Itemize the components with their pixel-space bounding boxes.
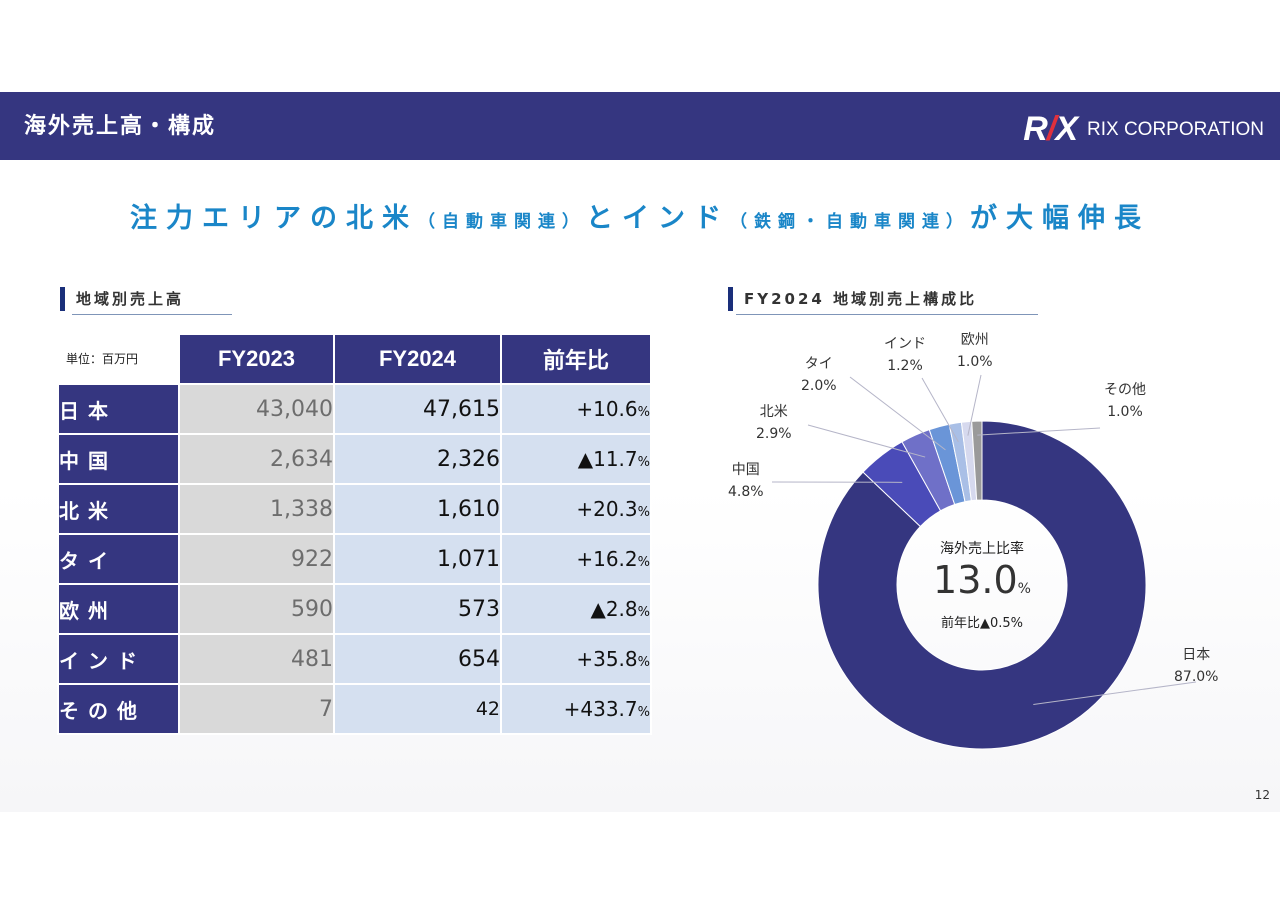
- slice-label-europe: 欧州 1.0%: [957, 332, 993, 370]
- table-row: 欧州 590 573 ▲2.8%: [57, 583, 652, 635]
- region-name: 中国: [57, 433, 180, 485]
- fy2024-value: 1,071: [333, 533, 502, 585]
- yoy-value: +20.3%: [500, 483, 652, 535]
- yoy-value: ▲11.7%: [500, 433, 652, 485]
- region-name: 欧州: [57, 583, 180, 635]
- yoy-value: +10.6%: [500, 383, 652, 435]
- col-header-fy2024: FY2024: [333, 333, 502, 385]
- slice-label-north-america: 北米 2.9%: [756, 404, 792, 442]
- leader-line-north-america: [807, 424, 926, 458]
- slice-label-india: インド 1.2%: [884, 336, 926, 374]
- region-name: 日本: [57, 383, 180, 435]
- logo-mark: R/X: [1023, 110, 1078, 148]
- region-name: 北米: [57, 483, 180, 535]
- leader-line-thailand: [849, 376, 946, 451]
- chart-section-title: FY2024 地域別売上構成比: [728, 287, 978, 311]
- table-corner: [57, 333, 180, 385]
- region-name: タイ: [57, 533, 180, 585]
- section-underline: [72, 314, 232, 315]
- fy2023-value: 43,040: [178, 383, 335, 435]
- slice-label-other: その他 1.0%: [1104, 382, 1146, 420]
- col-header-fy2023: FY2023: [178, 333, 335, 385]
- region-name: インド: [57, 633, 180, 685]
- table-row: タイ 922 1,071 +16.2%: [57, 533, 652, 585]
- donut-slice-japan: [817, 420, 1147, 750]
- section-marker: [728, 287, 733, 311]
- logo-text: RIX CORPORATION: [1087, 118, 1264, 140]
- fy2024-value: 2,326: [333, 433, 502, 485]
- fy2024-value: 47,615: [333, 383, 502, 435]
- page-number: 12: [1254, 788, 1270, 802]
- sales-table: FY2023 FY2024 前年比 日本 43,040 47,615 +10.6…: [57, 333, 652, 735]
- fy2024-value: 42: [333, 683, 502, 735]
- headline-paren1: （自動車関連）: [418, 212, 586, 232]
- fy2023-value: 481: [178, 633, 335, 685]
- table-header-row: FY2023 FY2024 前年比: [57, 333, 652, 385]
- yoy-value: +16.2%: [500, 533, 652, 585]
- table-row: 中国 2,634 2,326 ▲11.7%: [57, 433, 652, 485]
- section-marker: [60, 287, 65, 311]
- headline-part3: が大幅伸長: [970, 203, 1150, 234]
- fy2024-value: 573: [333, 583, 502, 635]
- header-bar: 海外売上高・構成 R/X RIX CORPORATION: [0, 92, 1280, 160]
- center-value: 13.0%: [933, 558, 1031, 602]
- section-underline: [736, 314, 1038, 315]
- yoy-value: +35.8%: [500, 633, 652, 685]
- headline-paren2: （鉄鋼・自動車関連）: [730, 212, 970, 232]
- col-header-yoy: 前年比: [500, 333, 652, 385]
- table-row: 日本 43,040 47,615 +10.6%: [57, 383, 652, 435]
- fy2024-value: 654: [333, 633, 502, 685]
- table-row: インド 481 654 +35.8%: [57, 633, 652, 685]
- headline: 注力エリアの北米（自動車関連）とインド（鉄鋼・自動車関連）が大幅伸長: [0, 196, 1280, 235]
- fy2023-value: 590: [178, 583, 335, 635]
- table-row: その他 7 42 +433.7%: [57, 683, 652, 735]
- headline-part2: とインド: [586, 203, 730, 234]
- leader-line-japan: [1033, 681, 1197, 705]
- page-title: 海外売上高・構成: [24, 114, 217, 139]
- region-name: その他: [57, 683, 180, 735]
- fy2023-value: 7: [178, 683, 335, 735]
- headline-part1: 注力エリアの北米: [130, 203, 418, 234]
- yoy-value: +433.7%: [500, 683, 652, 735]
- fy2023-value: 1,338: [178, 483, 335, 535]
- slice-label-china: 中国 4.8%: [728, 462, 764, 500]
- slice-label-thailand: タイ 2.0%: [801, 356, 837, 394]
- fy2024-value: 1,610: [333, 483, 502, 535]
- company-logo: R/X RIX CORPORATION: [1023, 110, 1264, 149]
- fy2023-value: 2,634: [178, 433, 335, 485]
- donut-slice-other: [971, 420, 983, 501]
- chart-section-title-text: FY2024 地域別売上構成比: [744, 290, 978, 308]
- slice-label-japan: 日本 87.0%: [1174, 647, 1219, 685]
- center-label: 海外売上比率: [940, 541, 1024, 557]
- table-row: 北米 1,338 1,610 +20.3%: [57, 483, 652, 535]
- leader-line-india: [921, 377, 959, 443]
- leader-line-europe: [967, 374, 982, 436]
- table-section-title-text: 地域別売上高: [76, 290, 185, 308]
- fy2023-value: 922: [178, 533, 335, 585]
- leader-line-other: [977, 427, 1101, 436]
- yoy-value: ▲2.8%: [500, 583, 652, 635]
- table-section-title: 地域別売上高: [60, 287, 185, 311]
- center-sub: 前年比▲0.5%: [940, 616, 1024, 631]
